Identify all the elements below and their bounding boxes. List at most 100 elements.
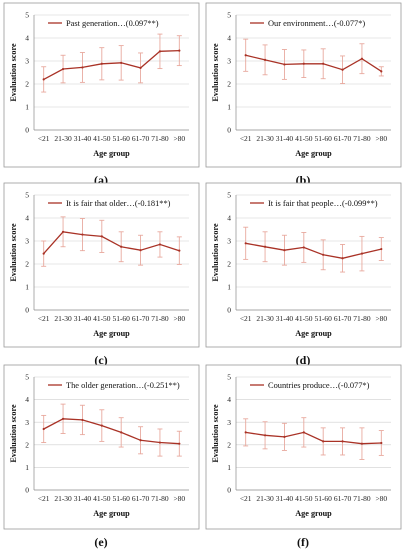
y-tick-label: 0 [227,486,231,495]
x-tick-label: >80 [173,134,185,143]
data-point [42,252,45,255]
x-tick-label: 31-40 [74,314,92,323]
legend-label: The older generation…(-0.251**) [66,381,180,390]
data-point [120,61,123,64]
panel-letter: (f) [297,535,309,549]
x-tick-label: 21-30 [54,494,72,503]
data-point [158,243,162,246]
panel-border [205,2,402,168]
data-point [360,252,364,255]
data-point [360,57,364,60]
x-tick-label: >80 [173,314,185,323]
y-tick-label: 5 [227,11,231,20]
y-axis-title: Evaluation score [211,43,220,102]
x-tick-label: 41-50 [295,494,313,503]
chart-panel-c: 0 1 2 3 4 5 <21 21-30 31-40 41-50 51-60 61-70 71-80 >… [3,182,200,367]
data-point [244,431,247,434]
x-tick-label: >80 [375,494,387,503]
y-tick-label: 5 [25,373,29,382]
x-tick-label: 61-70 [334,494,352,503]
x-tick-label: 61-70 [132,314,150,323]
y-tick-label: 1 [227,463,231,472]
x-tick-label: 61-70 [132,134,150,143]
data-point [42,427,45,431]
y-tick-label: 3 [25,418,29,427]
data-point [178,442,181,445]
x-tick-label: >80 [375,314,387,323]
y-tick-label: 5 [227,191,231,200]
y-tick-label: 4 [25,214,29,223]
y-tick-label: 1 [25,103,29,112]
data-point [100,62,103,65]
x-tick-label: <21 [240,314,252,323]
x-axis-title: Age group [93,509,130,518]
x-tick-label: <21 [240,134,252,143]
panel-letter: (d) [296,353,311,367]
x-tick-label: 21-30 [54,134,72,143]
y-tick-label: 1 [227,283,231,292]
data-point [158,441,162,444]
data-point [139,439,142,442]
data-point [81,233,84,236]
x-tick-label: >80 [173,494,185,503]
x-tick-label: 71-80 [353,314,371,323]
y-axis-title: Evaluation score [211,404,220,463]
legend-label: Countries produce…(-0.077*) [268,381,370,390]
data-point [380,441,383,445]
data-point [380,70,383,73]
data-point [302,431,305,434]
data-point [283,249,286,252]
x-tick-label: 41-50 [93,134,111,143]
data-point [322,62,325,65]
data-point [244,54,247,57]
x-tick-label: 71-80 [151,134,169,143]
panel-letter: (e) [94,535,107,549]
x-tick-label: 21-30 [256,494,274,503]
legend-label: It is fair that people…(-0.099**) [268,199,378,208]
chart-panel-a: 0 1 2 3 4 5 <21 21-30 31-40 41-50 51-60 61-70 71-80 >… [3,2,200,187]
data-point [42,78,45,81]
y-tick-label: 4 [227,214,231,223]
x-tick-label: 61-70 [334,314,352,323]
data-point [178,249,181,252]
x-tick-label: 51-60 [314,314,332,323]
data-point [302,246,305,249]
y-axis-title: Evaluation score [9,404,18,463]
y-tick-label: 2 [25,80,29,89]
data-point [81,66,84,69]
x-tick-label: 41-50 [295,314,313,323]
data-point [100,424,103,427]
data-point [341,440,344,443]
data-point [263,245,267,248]
series-line [43,231,180,255]
legend-label: Past generation…(0.097**) [66,19,159,28]
x-tick-label: 51-60 [314,494,332,503]
y-tick-label: 0 [227,126,231,135]
x-tick-label: <21 [38,314,50,323]
series-line [245,431,382,445]
data-point [263,434,267,437]
y-tick-label: 2 [227,80,231,89]
panel-border [3,2,200,168]
y-tick-label: 0 [25,126,29,135]
panel-border [3,364,200,530]
y-tick-label: 3 [227,237,231,246]
x-tick-label: 31-40 [74,494,92,503]
x-axis-title: Age group [295,149,332,158]
legend-label: It is fair that older…(-0.181**) [66,199,171,208]
x-tick-label: 21-30 [54,314,72,323]
panel-border [205,182,402,348]
data-point [244,242,247,245]
y-tick-label: 0 [25,486,29,495]
x-tick-label: 31-40 [74,134,92,143]
y-tick-label: 4 [25,395,29,404]
y-tick-label: 5 [25,11,29,20]
y-tick-label: 4 [227,395,231,404]
series-line [245,54,382,72]
y-tick-label: 3 [227,418,231,427]
y-tick-label: 4 [25,34,29,43]
data-point [341,257,344,260]
y-tick-label: 1 [25,283,29,292]
data-point [341,68,344,71]
legend-label: Our environment…(-0.077*) [268,19,365,28]
